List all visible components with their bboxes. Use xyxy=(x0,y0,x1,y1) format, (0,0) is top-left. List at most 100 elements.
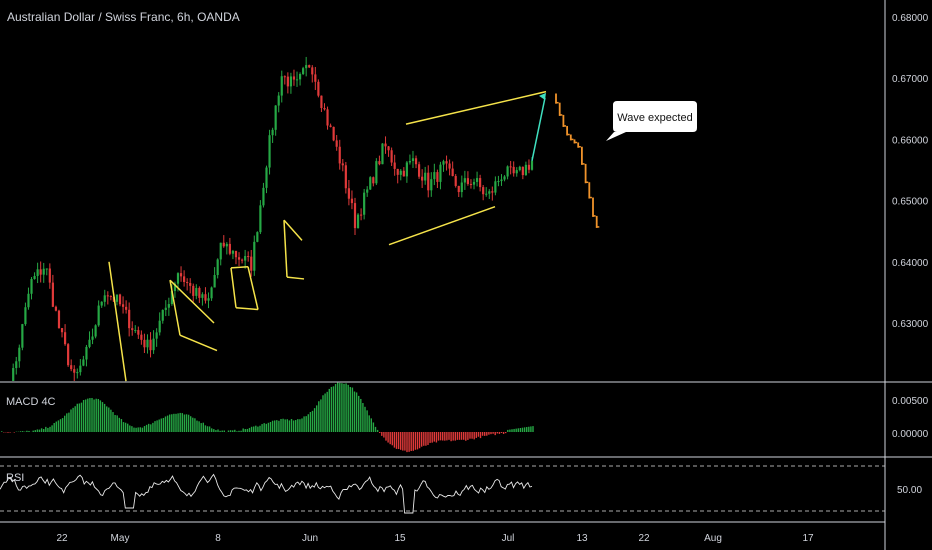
macd-bar xyxy=(244,429,246,432)
time-axis[interactable]: 22 May 8 Jun 15 Jul 13 22 Aug 17 xyxy=(56,533,814,544)
candle-body xyxy=(430,179,433,191)
candle-body xyxy=(128,309,131,329)
candle-body xyxy=(79,365,82,373)
macd-bar xyxy=(143,426,146,432)
macd-bar xyxy=(95,398,97,432)
macd-bar xyxy=(395,432,398,449)
candle-body xyxy=(253,241,256,271)
macd-bar xyxy=(311,410,314,432)
macd-bar xyxy=(103,403,106,432)
macd-bar xyxy=(446,432,448,441)
pattern-drawings[interactable] xyxy=(108,90,547,382)
chart-title: Australian Dollar / Swiss Franc, 6h, OAN… xyxy=(7,10,240,24)
macd-bar xyxy=(171,414,173,432)
candle-body xyxy=(265,167,268,188)
macd-bar xyxy=(179,412,181,432)
candle-body xyxy=(210,287,213,299)
macd-bar xyxy=(164,416,167,432)
candle-body xyxy=(186,282,189,284)
macd-bar xyxy=(181,413,183,432)
rsi-pane[interactable]: RSI 50.00 xyxy=(0,465,922,514)
macd-bar xyxy=(177,413,179,432)
macd-bar xyxy=(192,417,194,432)
time-tick-7: 22 xyxy=(638,533,650,544)
candle-body xyxy=(12,368,15,381)
candle-body xyxy=(326,109,329,126)
candle-body xyxy=(427,172,430,191)
macd-bar xyxy=(322,395,324,432)
flag-left-1 xyxy=(169,280,181,336)
candle-body xyxy=(167,304,170,308)
candle-body xyxy=(143,339,146,348)
candle-body xyxy=(445,161,448,164)
macd-bar xyxy=(458,432,461,440)
candle-body xyxy=(27,293,30,308)
flag-left-2 xyxy=(283,220,288,278)
candle-body xyxy=(18,347,21,362)
macd-bar xyxy=(78,403,81,432)
macd-bar xyxy=(404,432,406,451)
macd-bar xyxy=(139,427,141,432)
candle-body xyxy=(192,285,195,296)
macd-bar xyxy=(444,432,446,441)
macd-bar xyxy=(479,432,482,439)
macd-bar xyxy=(299,419,301,432)
time-tick-6: 13 xyxy=(576,533,588,544)
projection-drawing[interactable] xyxy=(531,92,600,228)
macd-bar xyxy=(324,393,326,432)
candle-body xyxy=(63,332,67,345)
wave-expected-callout-box[interactable] xyxy=(606,101,697,141)
macd-bar xyxy=(70,409,72,432)
macd-bar xyxy=(339,382,341,432)
wedge-upper xyxy=(405,90,547,125)
candle-body xyxy=(402,170,405,177)
macd-bar xyxy=(190,416,192,432)
candle-body xyxy=(67,344,70,366)
candle-body xyxy=(42,268,45,275)
price-tick-5: 0.63000 xyxy=(892,319,929,330)
macd-bar xyxy=(393,432,396,448)
macd-bar xyxy=(250,426,253,432)
time-tick-1: May xyxy=(111,533,130,544)
projection-bar xyxy=(573,139,576,144)
candle-body xyxy=(140,334,143,340)
macd-pane[interactable]: MACD 4C 0.00500 0.00000 xyxy=(1,382,929,453)
candle-body xyxy=(442,161,445,165)
macd-bar xyxy=(129,425,131,432)
wave-expected-label: Wave expected xyxy=(617,112,692,124)
candle-body xyxy=(436,172,439,182)
candle-body xyxy=(201,294,204,298)
macd-bar xyxy=(131,426,133,432)
candle-body xyxy=(39,269,42,275)
macd-bar xyxy=(528,426,530,432)
macd-bar xyxy=(402,432,404,451)
macd-bar xyxy=(259,425,261,432)
callout[interactable]: Wave expected xyxy=(606,101,697,141)
macd-bar xyxy=(232,430,234,432)
macd-bar xyxy=(1,431,3,432)
macd-bar xyxy=(263,423,265,432)
flag-lower-1 xyxy=(179,334,218,352)
macd-bar xyxy=(127,423,129,432)
macd-bar xyxy=(406,432,408,453)
macd-bar xyxy=(257,426,259,432)
macd-bar xyxy=(454,432,456,441)
candle-body xyxy=(506,166,509,177)
macd-bar xyxy=(229,430,232,432)
macd-bar xyxy=(410,432,412,452)
macd-bar xyxy=(452,432,454,441)
macd-bar xyxy=(66,413,68,432)
candle-body xyxy=(518,166,521,171)
macd-bar xyxy=(421,432,423,447)
macd-bar xyxy=(330,386,333,432)
rsi-tick-50: 50.00 xyxy=(897,485,922,496)
main-price-pane[interactable]: Wave expected Australian Dollar / Swiss … xyxy=(7,10,697,382)
candle-body xyxy=(195,287,198,296)
macd-bar xyxy=(307,414,309,432)
macd-bar xyxy=(320,399,322,432)
macd-bar xyxy=(215,430,217,432)
candle-body xyxy=(393,162,396,169)
macd-bar xyxy=(120,419,123,432)
price-scale[interactable]: 0.68000 0.67000 0.66000 0.65000 0.64000 0.630… xyxy=(892,13,929,330)
